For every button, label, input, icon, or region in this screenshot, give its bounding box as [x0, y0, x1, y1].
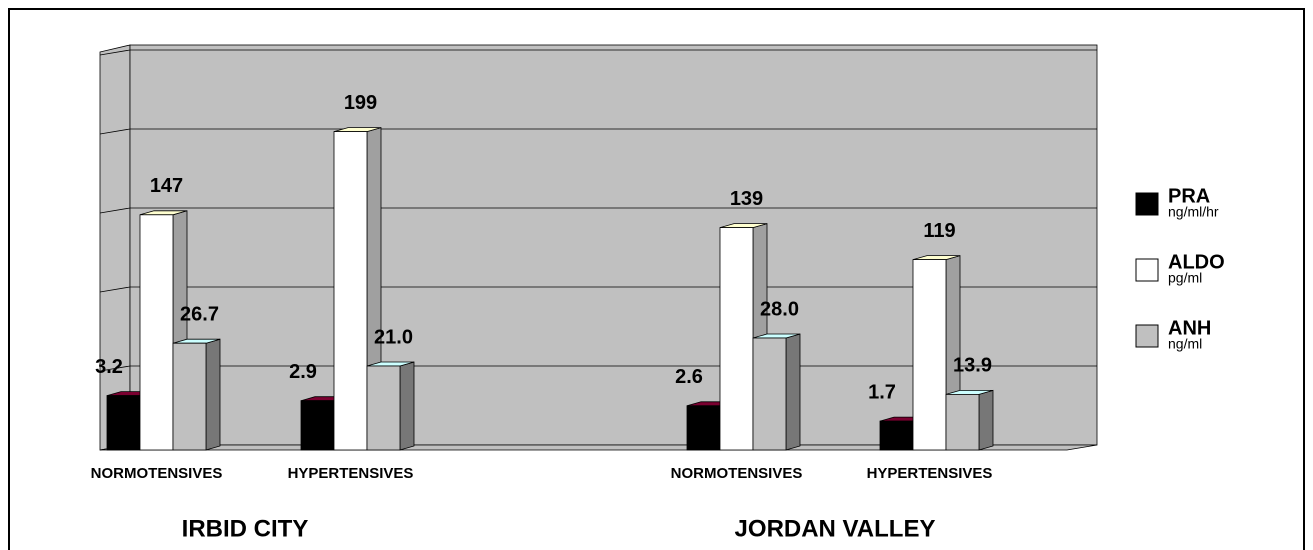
data-label: 21.0	[374, 326, 413, 348]
legend-swatch	[1135, 324, 1159, 348]
bar-side	[978, 389, 994, 451]
bar	[752, 333, 801, 451]
bar	[945, 389, 994, 451]
bar	[172, 338, 221, 451]
bar-front	[300, 400, 335, 451]
bar-front	[945, 393, 980, 451]
data-label: 28.0	[760, 298, 799, 320]
data-label: 2.9	[289, 361, 317, 383]
bar-side	[205, 338, 221, 451]
group-label: JORDAN VALLEY	[735, 515, 936, 542]
legend-unit: pg/ml	[1168, 270, 1202, 286]
bar-side	[785, 333, 801, 451]
bar	[912, 255, 961, 451]
data-label: 139	[730, 188, 763, 210]
grid-line	[99, 128, 1097, 135]
bar-side	[399, 361, 415, 451]
bar-front	[172, 342, 207, 451]
data-label: 26.7	[180, 303, 219, 325]
bar-front	[879, 420, 914, 451]
grid-line	[99, 49, 1097, 56]
legend-label: ALDO	[1168, 251, 1225, 273]
data-label: 1.7	[868, 381, 896, 403]
bar-front	[106, 395, 141, 451]
legend-label: PRA	[1168, 185, 1210, 207]
legend-unit: ng/ml/hr	[1168, 204, 1219, 220]
data-label: 147	[150, 175, 183, 197]
category-label: HYPERTENSIVES	[867, 465, 993, 482]
bar-front	[912, 259, 947, 451]
legend-unit: ng/ml	[1168, 336, 1202, 352]
bar-front	[752, 337, 787, 451]
legend-swatch	[1135, 192, 1159, 216]
data-label: 199	[344, 92, 377, 114]
category-label: HYPERTENSIVES	[288, 465, 414, 482]
labels: NORMOTENSIVES 3.2 147 26.7 HYPERTENSIVES 2.9 1…	[91, 92, 993, 542]
group-label: IRBID CITY	[182, 515, 309, 542]
bar	[366, 361, 415, 451]
legend-label: ANH	[1168, 317, 1211, 339]
data-label: 2.6	[675, 366, 703, 388]
bar-front	[333, 131, 368, 451]
bar-front	[139, 214, 174, 451]
bar-front	[366, 365, 401, 451]
data-label: 13.9	[953, 355, 992, 377]
category-label: NORMOTENSIVES	[91, 465, 223, 482]
grid-line	[99, 207, 1097, 214]
bar-front	[719, 227, 754, 451]
data-label: 119	[923, 220, 955, 242]
legend-swatch	[1135, 258, 1159, 282]
grid-line	[99, 286, 1097, 293]
bar-front	[686, 405, 721, 451]
data-label: 3.2	[95, 356, 123, 378]
category-label: NORMOTENSIVES	[671, 465, 803, 482]
bars	[106, 127, 994, 451]
side-wall	[99, 44, 131, 451]
